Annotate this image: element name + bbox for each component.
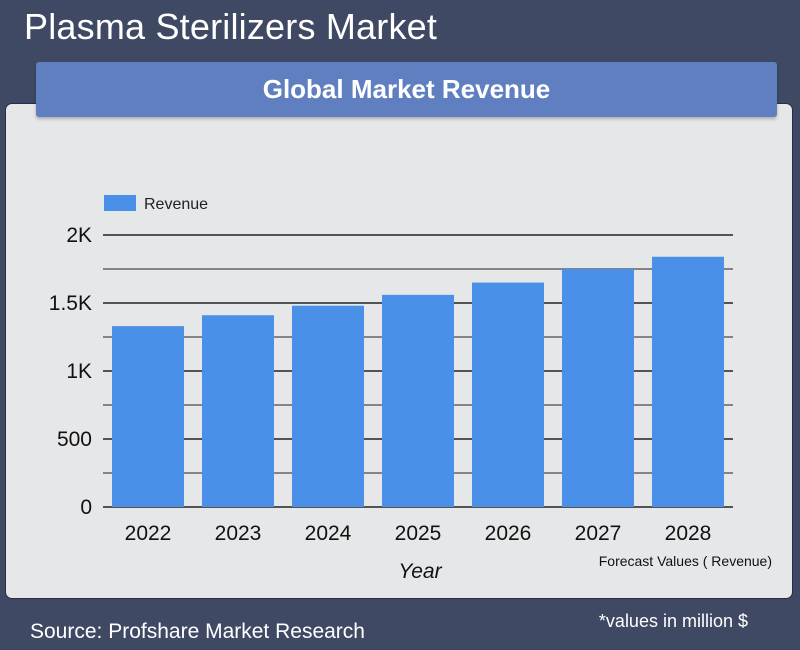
bar-2026 — [472, 282, 544, 507]
y-tick-label: 1.5K — [49, 292, 92, 315]
units-note: *values in million $ — [598, 611, 748, 631]
y-tick-label: 0 — [80, 496, 92, 519]
bar-2028 — [652, 256, 724, 507]
y-tick-labels: 0 500 1K 1.5K 2K — [49, 224, 92, 519]
chart-title-banner: Global Market Revenue — [36, 62, 777, 117]
bar-2025 — [382, 294, 454, 507]
bars — [112, 256, 724, 507]
x-tick-label: 2023 — [215, 522, 262, 545]
page-title: Plasma Sterilizers Market — [24, 6, 438, 47]
x-tick-label: 2026 — [485, 522, 532, 545]
x-tick-label: 2025 — [395, 522, 442, 545]
y-tick-label: 500 — [57, 428, 92, 451]
legend: Revenue — [104, 195, 208, 213]
x-tick-label: 2024 — [305, 522, 352, 545]
x-axis-label: Year — [398, 560, 442, 583]
source-note: Source: Profshare Market Research — [30, 620, 365, 643]
bar-2027 — [562, 269, 634, 507]
x-tick-label: 2022 — [125, 522, 172, 545]
forecast-note: Forecast Values ( Revenue) — [599, 553, 772, 569]
legend-swatch — [104, 195, 136, 211]
y-tick-label: 1K — [66, 360, 92, 383]
chart-title: Global Market Revenue — [262, 74, 551, 104]
bar-2024 — [292, 305, 364, 507]
x-tick-label: 2028 — [665, 522, 712, 545]
y-tick-label: 2K — [66, 224, 92, 247]
x-tick-labels: 2022 2023 2024 2025 2026 2027 2028 — [125, 522, 712, 545]
bar-2022 — [112, 326, 184, 507]
bar-2023 — [202, 315, 274, 507]
legend-label: Revenue — [144, 196, 208, 213]
x-tick-label: 2027 — [575, 522, 622, 545]
